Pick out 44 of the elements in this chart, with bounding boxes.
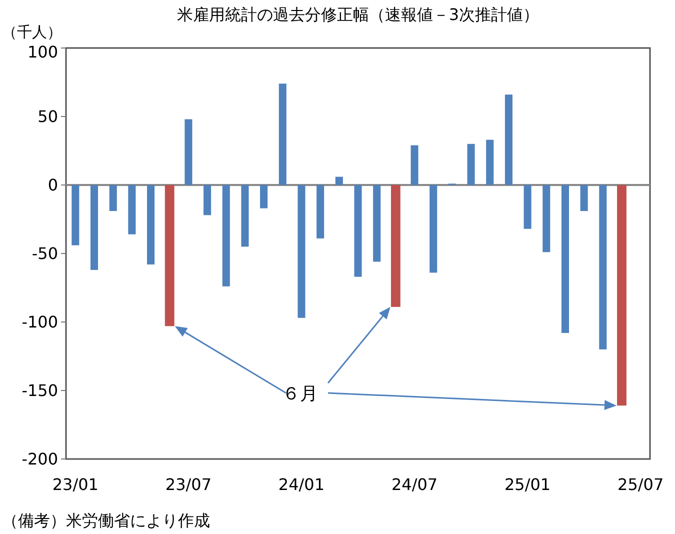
y-tick-label: 0 xyxy=(48,176,58,195)
bar xyxy=(467,144,475,185)
x-tick-label: 23/07 xyxy=(165,475,212,494)
x-tick-label: 24/07 xyxy=(391,475,438,494)
x-tick-label: 25/01 xyxy=(504,475,551,494)
bar xyxy=(241,185,249,247)
bar xyxy=(524,185,532,229)
bar xyxy=(504,94,512,185)
annotation: ６月 xyxy=(282,383,318,404)
text: （備考）米労働省により作成 xyxy=(2,511,210,530)
bar xyxy=(316,185,324,238)
x-tick-label: 25/07 xyxy=(618,475,664,494)
bar xyxy=(222,185,230,286)
bar xyxy=(561,185,569,333)
y-tick-label: -200 xyxy=(22,450,58,469)
bar xyxy=(335,176,343,185)
y-tick-label: -150 xyxy=(22,381,58,400)
bar xyxy=(542,185,550,252)
bar xyxy=(354,185,362,277)
y-tick-label: 50 xyxy=(38,107,58,126)
bar xyxy=(430,185,438,273)
bar xyxy=(72,185,80,246)
y-tick-label: 100 xyxy=(27,42,58,62)
bar xyxy=(147,185,155,264)
y-tick-label: -50 xyxy=(32,244,58,264)
bar xyxy=(128,185,136,234)
bar xyxy=(184,119,192,185)
bar xyxy=(298,185,306,318)
bar xyxy=(410,145,418,185)
bar xyxy=(373,185,381,262)
bar xyxy=(599,185,607,350)
x-tick-label: 24/01 xyxy=(278,475,325,494)
bar xyxy=(90,185,98,270)
bar xyxy=(109,185,117,212)
y-tick-label: -100 xyxy=(22,312,58,332)
bar xyxy=(617,185,626,406)
bar xyxy=(278,84,286,185)
bar xyxy=(204,185,212,216)
x-tick-label: 23/01 xyxy=(52,475,98,494)
chart-title: 米雇用統計の過去分修正幅（速報値－3次推計値） xyxy=(176,5,540,24)
bar xyxy=(486,140,494,185)
y-axis-title: （千人） xyxy=(2,23,62,41)
bar xyxy=(260,185,268,208)
bar xyxy=(580,185,588,212)
